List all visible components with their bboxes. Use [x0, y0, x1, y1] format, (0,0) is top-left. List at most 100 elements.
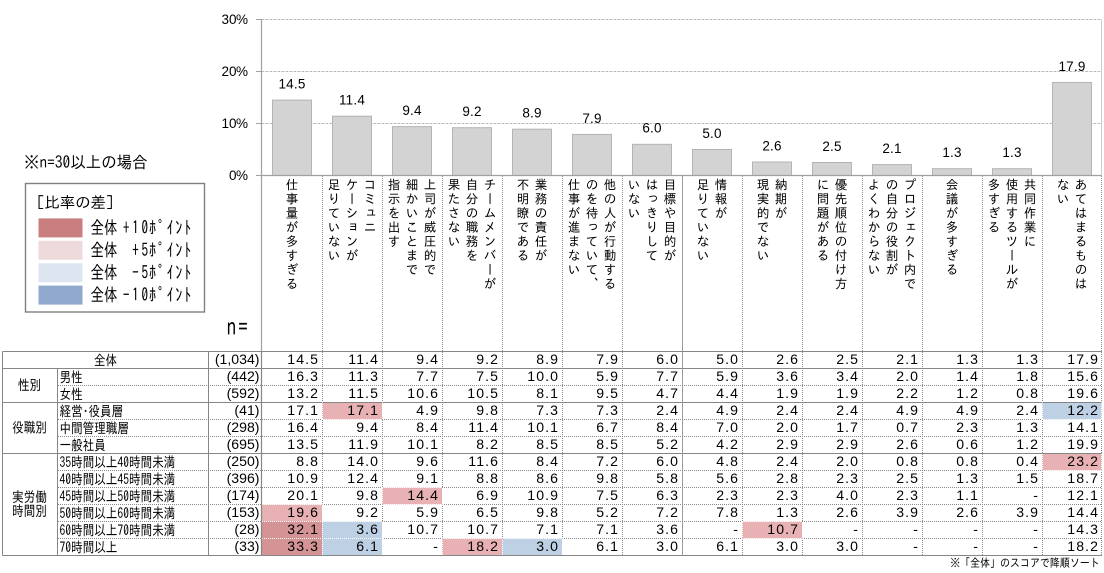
svg-text:4.4: 4.4 — [716, 385, 739, 401]
svg-text:20: 20 — [221, 64, 236, 79]
svg-text:(592): (592) — [227, 385, 260, 401]
svg-text:19.9: 19.9 — [1067, 436, 1099, 452]
svg-text:8.9: 8.9 — [536, 351, 559, 367]
svg-text:1.1: 1.1 — [956, 487, 979, 503]
svg-text:7.2: 7.2 — [596, 453, 619, 469]
svg-text:2.3: 2.3 — [896, 487, 919, 503]
svg-text:10.6: 10.6 — [407, 385, 439, 401]
svg-text:33.3: 33.3 — [287, 538, 319, 554]
svg-text:1.5: 1.5 — [1016, 470, 1039, 486]
svg-text:9.1: 9.1 — [416, 470, 439, 486]
svg-text:10.1: 10.1 — [527, 419, 559, 435]
svg-text:9.4: 9.4 — [402, 103, 422, 118]
svg-text:1.4: 1.4 — [956, 368, 979, 384]
svg-text:23.2: 23.2 — [1067, 453, 1099, 469]
svg-text:6.7: 6.7 — [596, 419, 619, 435]
svg-text:-: - — [973, 521, 979, 537]
svg-text:2.3: 2.3 — [716, 487, 739, 503]
svg-text:19.6: 19.6 — [1067, 385, 1099, 401]
svg-text:(33): (33) — [234, 538, 259, 554]
svg-text:9.6: 9.6 — [416, 453, 439, 469]
svg-text:0: 0 — [229, 168, 237, 183]
svg-text:5.9: 5.9 — [716, 368, 739, 384]
svg-text:8.4: 8.4 — [656, 419, 679, 435]
svg-text:2.1: 2.1 — [882, 141, 901, 156]
svg-text:3.6: 3.6 — [356, 521, 379, 537]
svg-text:0.4: 0.4 — [1016, 453, 1039, 469]
svg-text:5.6: 5.6 — [716, 470, 739, 486]
svg-text:15.6: 15.6 — [1067, 368, 1099, 384]
svg-text:1.3: 1.3 — [776, 504, 799, 520]
svg-text:4.9: 4.9 — [896, 402, 919, 418]
svg-text:3.6: 3.6 — [776, 368, 799, 384]
svg-text:12.1: 12.1 — [1067, 487, 1099, 503]
svg-text:1.3: 1.3 — [1016, 351, 1039, 367]
svg-text:8.1: 8.1 — [536, 385, 559, 401]
svg-text:7.7: 7.7 — [656, 368, 679, 384]
svg-text:4.9: 4.9 — [416, 402, 439, 418]
svg-text:1.3: 1.3 — [956, 470, 979, 486]
svg-text:2.5: 2.5 — [822, 139, 841, 154]
svg-text:30: 30 — [221, 12, 236, 27]
svg-text:11.5: 11.5 — [348, 385, 379, 401]
svg-text:2.3: 2.3 — [776, 487, 799, 503]
svg-text:7.7: 7.7 — [416, 368, 439, 384]
svg-text:7.1: 7.1 — [536, 521, 559, 537]
svg-text:11.9: 11.9 — [348, 436, 379, 452]
svg-text:7.8: 7.8 — [716, 504, 739, 520]
svg-text:0.6: 0.6 — [956, 436, 979, 452]
svg-text:-: - — [853, 521, 859, 537]
svg-text:(1,034): (1,034) — [215, 351, 260, 367]
svg-text:3.0: 3.0 — [836, 538, 859, 554]
svg-text:1.2: 1.2 — [956, 385, 979, 401]
svg-text:-: - — [1033, 521, 1039, 537]
svg-text:-: - — [433, 538, 439, 554]
svg-text:3.6: 3.6 — [656, 521, 679, 537]
svg-text:7.5: 7.5 — [596, 487, 619, 503]
svg-text:2.6: 2.6 — [776, 351, 799, 367]
svg-text:20.1: 20.1 — [287, 487, 319, 503]
svg-text:7.9: 7.9 — [596, 351, 619, 367]
svg-text:4.8: 4.8 — [716, 453, 739, 469]
svg-text:10.9: 10.9 — [527, 487, 559, 503]
svg-text:-: - — [973, 538, 979, 554]
svg-text:6.3: 6.3 — [656, 487, 679, 503]
svg-text:-: - — [733, 521, 739, 537]
svg-text:17.9: 17.9 — [1058, 59, 1085, 74]
svg-text:2.6: 2.6 — [836, 504, 859, 520]
svg-text:1.7: 1.7 — [836, 419, 859, 435]
svg-text:2.5: 2.5 — [836, 351, 859, 367]
svg-text:(442): (442) — [227, 368, 260, 384]
svg-text:0.8: 0.8 — [956, 453, 979, 469]
svg-text:2.6: 2.6 — [762, 138, 781, 153]
svg-text:14.0: 14.0 — [347, 453, 379, 469]
svg-text:6.1: 6.1 — [596, 538, 619, 554]
svg-text:2.4: 2.4 — [836, 402, 859, 418]
svg-text:2.8: 2.8 — [776, 470, 799, 486]
svg-text:8.9: 8.9 — [522, 106, 541, 121]
svg-text:11.4: 11.4 — [339, 93, 365, 108]
svg-text:7.2: 7.2 — [656, 504, 679, 520]
svg-text:2.9: 2.9 — [836, 436, 859, 452]
svg-text:5.8: 5.8 — [656, 470, 679, 486]
svg-text:9.4: 9.4 — [416, 351, 439, 367]
svg-text:(250): (250) — [227, 453, 260, 469]
svg-text:18.2: 18.2 — [1067, 538, 1099, 554]
svg-text:8.8: 8.8 — [296, 453, 319, 469]
svg-text:6.1: 6.1 — [356, 538, 379, 554]
svg-text:%: % — [236, 168, 248, 183]
svg-text:18.7: 18.7 — [1067, 470, 1099, 486]
svg-text:2.4: 2.4 — [776, 402, 799, 418]
svg-text:7.5: 7.5 — [476, 368, 499, 384]
svg-text:8.6: 8.6 — [536, 470, 559, 486]
svg-text:3.0: 3.0 — [536, 538, 559, 554]
svg-text:11.6: 11.6 — [468, 453, 499, 469]
svg-text:2.1: 2.1 — [896, 351, 919, 367]
svg-text:2.4: 2.4 — [656, 402, 679, 418]
svg-text:14.4: 14.4 — [407, 487, 439, 503]
svg-text:16.4: 16.4 — [287, 419, 319, 435]
svg-text:3.9: 3.9 — [896, 504, 919, 520]
svg-text:%: % — [236, 116, 248, 131]
svg-text:6.5: 6.5 — [476, 504, 499, 520]
svg-text:4.2: 4.2 — [716, 436, 739, 452]
